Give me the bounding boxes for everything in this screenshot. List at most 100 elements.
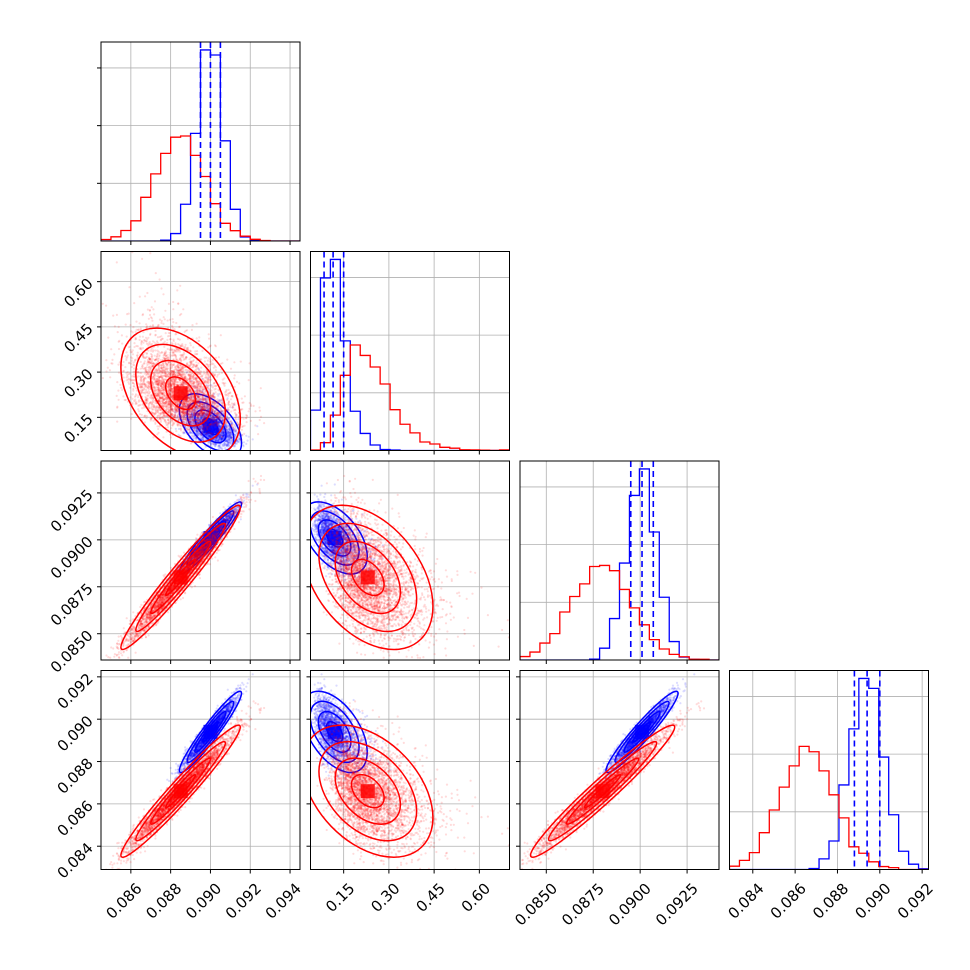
sample-point: [214, 437, 217, 441]
sample-point: [211, 386, 214, 389]
sample-point: [206, 433, 209, 437]
sample-point: [133, 342, 136, 345]
sample-point: [217, 424, 220, 427]
sample-point: [197, 408, 200, 411]
sample-point: [215, 439, 218, 442]
sample-point: [133, 399, 136, 402]
sample-point: [160, 321, 163, 324]
sample-point: [220, 434, 223, 437]
sample-point: [228, 441, 231, 444]
sample-point: [207, 384, 210, 387]
sample-point: [227, 432, 230, 435]
sample-point: [140, 390, 143, 393]
sample-point: [195, 322, 198, 325]
sample-point: [231, 426, 234, 429]
sample-point: [198, 426, 201, 429]
sample-point: [197, 417, 200, 420]
sample-point: [168, 351, 171, 354]
sample-point: [221, 430, 224, 434]
sample-point: [220, 424, 223, 427]
sample-point: [225, 440, 228, 443]
sample-point: [202, 412, 205, 415]
sample-point: [201, 427, 204, 431]
sample-point: [113, 353, 116, 356]
sample-point: [166, 338, 169, 341]
sample-point: [199, 425, 202, 429]
sample-point: [221, 436, 224, 440]
sample-point: [131, 357, 134, 360]
sample-point: [229, 367, 233, 370]
sample-point: [223, 430, 226, 433]
sample-point: [195, 429, 198, 433]
sample-point: [248, 407, 251, 410]
sample-point: [246, 439, 249, 442]
sample-point: [208, 435, 211, 438]
sample-point: [143, 360, 146, 363]
sample-point: [220, 432, 223, 435]
sample-point: [191, 412, 194, 415]
sample-point: [221, 434, 225, 437]
sample-point: [209, 435, 212, 438]
sample-point: [213, 344, 217, 347]
sample-point: [218, 435, 221, 439]
sample-point: [208, 337, 211, 340]
sample-point: [228, 434, 231, 437]
sample-point: [229, 431, 232, 434]
sample-point: [105, 304, 108, 307]
sample-point: [200, 425, 203, 428]
sample-point: [211, 396, 214, 399]
sample-point: [200, 366, 203, 369]
sample-point: [189, 413, 192, 416]
sample-point: [212, 416, 215, 419]
sample-point: [227, 431, 230, 434]
sample-point: [189, 418, 192, 421]
sample-point: [182, 308, 185, 311]
sample-point: [132, 326, 135, 329]
histogram-series_b: [310, 344, 510, 451]
sample-point: [232, 429, 235, 432]
panel-frame: [310, 251, 510, 451]
sample-point: [200, 417, 204, 420]
sample-point: [226, 439, 229, 442]
sample-point: [203, 415, 206, 418]
sample-point: [174, 409, 177, 412]
sample-point: [212, 417, 215, 420]
sample-point: [154, 272, 157, 275]
sample-point: [243, 432, 246, 435]
sample-point: [186, 399, 189, 402]
sample-point: [115, 261, 118, 264]
sample-point: [219, 433, 222, 436]
sample-point: [156, 433, 159, 436]
sample-point: [197, 431, 200, 434]
sample-point: [224, 447, 227, 450]
scatter-panel-2-1: [101, 251, 300, 451]
sample-point: [150, 306, 153, 309]
sample-point: [225, 445, 229, 448]
sample-point: [199, 403, 202, 406]
sample-point: [146, 325, 149, 328]
sample-point: [206, 400, 209, 403]
sample-point: [221, 378, 224, 381]
sample-point: [199, 417, 202, 421]
sample-point: [223, 442, 226, 445]
sample-point: [230, 435, 233, 438]
sample-point: [175, 321, 178, 325]
sample-point: [211, 416, 214, 419]
sample-point: [252, 404, 255, 407]
sample-point: [199, 420, 203, 423]
sample-point: [197, 422, 200, 425]
sample-point: [160, 319, 163, 322]
sample-point: [218, 421, 221, 424]
sample-point: [230, 422, 233, 425]
sample-point: [200, 418, 203, 422]
sample-point: [230, 442, 233, 445]
sample-point: [227, 444, 231, 447]
sample-point: [214, 444, 217, 447]
histogram-series_b: [729, 745, 929, 870]
sample-point: [124, 366, 127, 369]
sample-point: [210, 415, 213, 418]
sample-point: [243, 441, 246, 444]
sample-point: [208, 435, 212, 438]
histogram-series_a: [520, 468, 719, 660]
sample-point: [178, 338, 181, 341]
